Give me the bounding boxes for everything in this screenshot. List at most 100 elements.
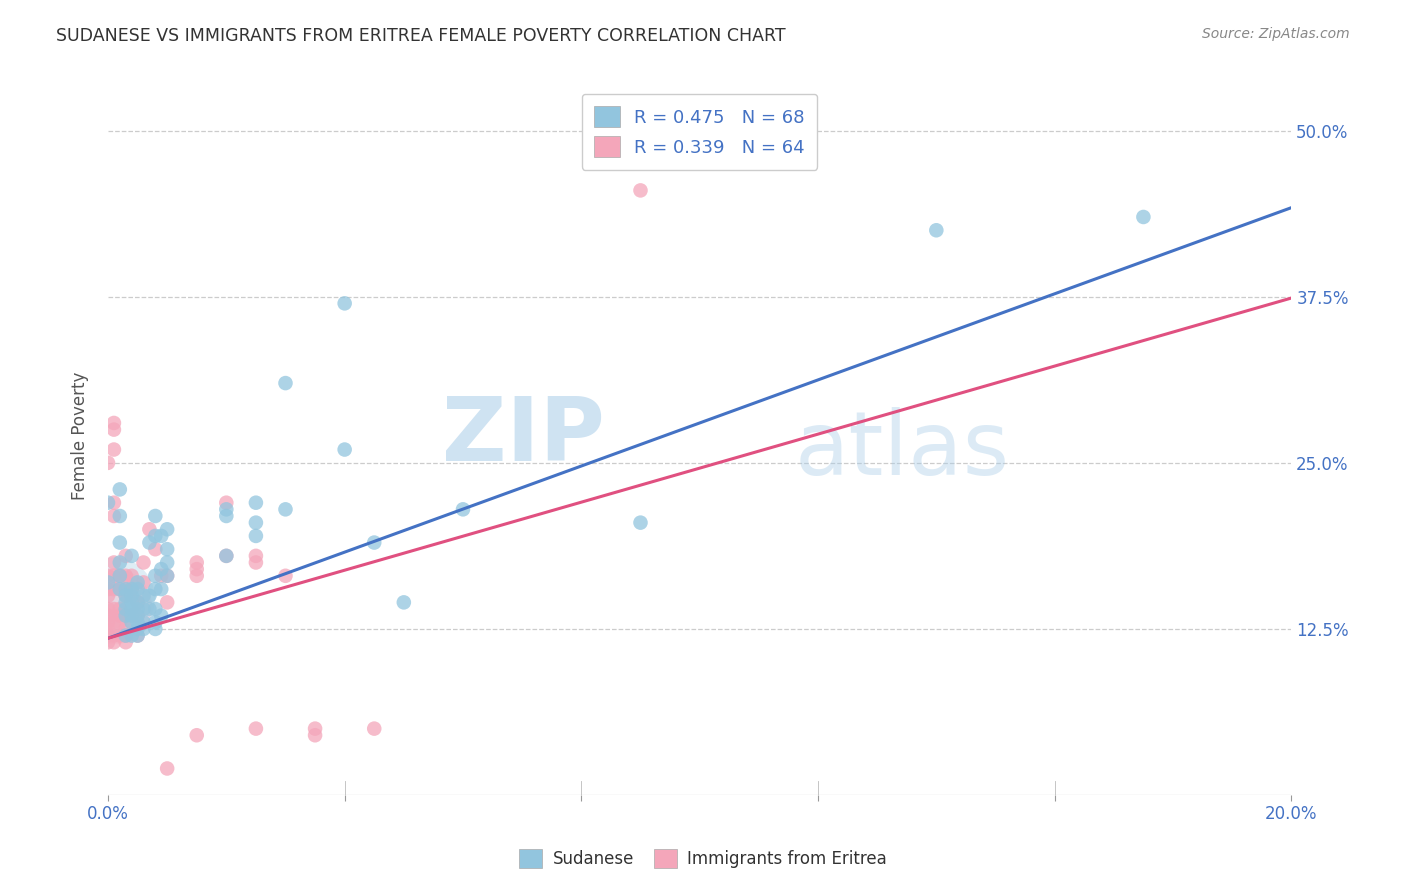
Point — [143, 582, 166, 596]
Point — [630, 183, 652, 197]
Point — [108, 629, 131, 643]
Text: SUDANESE VS IMMIGRANTS FROM ERITREA FEMALE POVERTY CORRELATION CHART: SUDANESE VS IMMIGRANTS FROM ERITREA FEMA… — [56, 27, 786, 45]
Point — [127, 608, 149, 623]
Point — [103, 591, 125, 606]
Point — [186, 569, 208, 583]
Point — [186, 556, 208, 570]
Point — [127, 595, 149, 609]
Point — [121, 608, 143, 623]
Point — [132, 602, 155, 616]
Point — [156, 762, 179, 776]
Point — [108, 569, 131, 583]
Point — [97, 589, 120, 603]
Text: atlas: atlas — [794, 407, 1010, 494]
Point — [103, 442, 125, 457]
Point — [121, 602, 143, 616]
Point — [132, 615, 155, 630]
Point — [150, 562, 173, 576]
Point — [108, 602, 131, 616]
Point — [97, 615, 120, 630]
Point — [245, 529, 267, 543]
Point — [114, 622, 136, 636]
Point — [304, 728, 326, 742]
Point — [103, 423, 125, 437]
Point — [114, 629, 136, 643]
Point — [114, 635, 136, 649]
Point — [333, 296, 356, 310]
Point — [143, 542, 166, 557]
Point — [114, 629, 136, 643]
Point — [143, 615, 166, 630]
Point — [114, 589, 136, 603]
Point — [127, 615, 149, 630]
Point — [108, 556, 131, 570]
Point — [114, 608, 136, 623]
Point — [108, 582, 131, 596]
Legend: R = 0.475   N = 68, R = 0.339   N = 64: R = 0.475 N = 68, R = 0.339 N = 64 — [582, 94, 817, 169]
Point — [103, 556, 125, 570]
Point — [132, 556, 155, 570]
Point — [150, 582, 173, 596]
Point — [150, 529, 173, 543]
Point — [127, 602, 149, 616]
Point — [245, 549, 267, 563]
Point — [274, 502, 297, 516]
Point — [186, 562, 208, 576]
Point — [97, 608, 120, 623]
Point — [274, 569, 297, 583]
Point — [215, 549, 238, 563]
Point — [630, 516, 652, 530]
Point — [150, 569, 173, 583]
Point — [121, 608, 143, 623]
Point — [186, 728, 208, 742]
Point — [97, 456, 120, 470]
Point — [274, 376, 297, 390]
Point — [108, 535, 131, 549]
Point — [150, 608, 173, 623]
Point — [143, 622, 166, 636]
Point — [127, 629, 149, 643]
Point — [156, 556, 179, 570]
Point — [121, 549, 143, 563]
Point — [215, 496, 238, 510]
Point — [132, 589, 155, 603]
Point — [363, 722, 385, 736]
Point — [245, 516, 267, 530]
Point — [114, 582, 136, 596]
Point — [103, 508, 125, 523]
Point — [127, 595, 149, 609]
Point — [114, 608, 136, 623]
Point — [138, 522, 160, 536]
Point — [156, 542, 179, 557]
Point — [121, 582, 143, 596]
Point — [245, 496, 267, 510]
Point — [103, 629, 125, 643]
Point — [114, 595, 136, 609]
Point — [156, 595, 179, 609]
Point — [97, 635, 120, 649]
Point — [108, 608, 131, 623]
Point — [114, 602, 136, 616]
Point — [103, 582, 125, 596]
Point — [245, 556, 267, 570]
Point — [97, 622, 120, 636]
Point — [114, 569, 136, 583]
Point — [108, 582, 131, 596]
Point — [304, 722, 326, 736]
Point — [121, 615, 143, 630]
Point — [143, 602, 166, 616]
Point — [1132, 210, 1154, 224]
Point — [121, 589, 143, 603]
Point — [97, 575, 120, 590]
Point — [143, 529, 166, 543]
Point — [451, 502, 474, 516]
Point — [121, 595, 143, 609]
Point — [97, 602, 120, 616]
Point — [121, 569, 143, 583]
Point — [97, 629, 120, 643]
Point — [108, 483, 131, 497]
Point — [114, 589, 136, 603]
Point — [103, 496, 125, 510]
Point — [363, 535, 385, 549]
Point — [127, 608, 149, 623]
